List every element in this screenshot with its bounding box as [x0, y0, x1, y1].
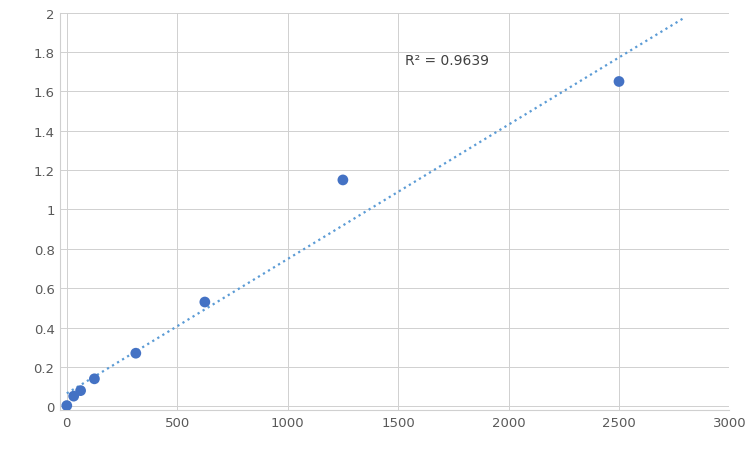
Point [337, 177, 349, 184]
Point [61, 402, 73, 410]
Point [613, 78, 625, 86]
Point [68, 393, 80, 400]
Point [74, 387, 86, 394]
Point [89, 375, 101, 382]
Point [199, 299, 211, 306]
Text: R² = 0.9639: R² = 0.9639 [405, 54, 489, 68]
Point [130, 350, 142, 357]
